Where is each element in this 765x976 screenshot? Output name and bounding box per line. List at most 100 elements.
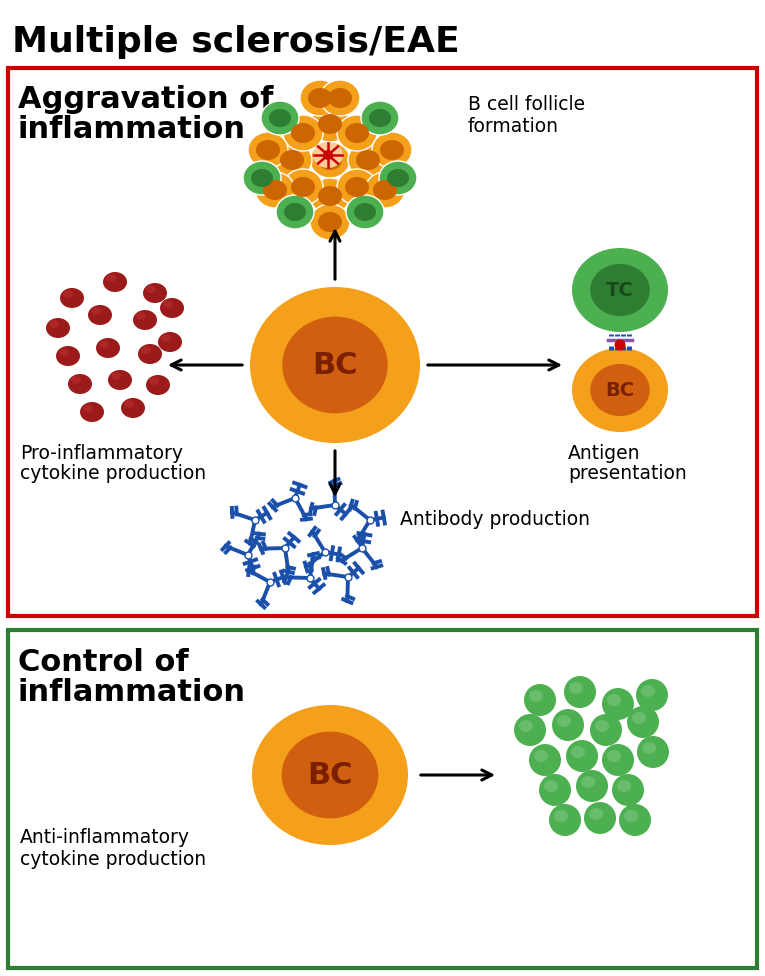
Circle shape (549, 804, 581, 836)
Ellipse shape (68, 374, 92, 394)
Text: B cell follicle: B cell follicle (468, 95, 585, 114)
Ellipse shape (544, 780, 558, 792)
Ellipse shape (243, 161, 281, 195)
Ellipse shape (252, 705, 408, 845)
Ellipse shape (83, 404, 93, 412)
Ellipse shape (589, 808, 603, 820)
Ellipse shape (272, 142, 312, 178)
Ellipse shape (607, 694, 621, 706)
Text: Multiple sclerosis/EAE: Multiple sclerosis/EAE (12, 25, 460, 59)
Ellipse shape (261, 101, 299, 135)
Ellipse shape (581, 776, 595, 788)
Ellipse shape (143, 283, 167, 303)
Ellipse shape (99, 340, 109, 348)
Ellipse shape (63, 290, 73, 298)
Ellipse shape (328, 88, 352, 108)
Ellipse shape (149, 377, 159, 385)
Circle shape (576, 770, 608, 802)
Ellipse shape (641, 685, 655, 697)
Text: inflammation: inflammation (18, 678, 246, 707)
Circle shape (590, 714, 622, 746)
Ellipse shape (276, 195, 314, 229)
Circle shape (602, 688, 634, 720)
Ellipse shape (642, 742, 656, 754)
Ellipse shape (320, 80, 360, 116)
Ellipse shape (591, 264, 649, 316)
Ellipse shape (250, 287, 420, 443)
Ellipse shape (591, 364, 649, 416)
Text: cytokine production: cytokine production (20, 850, 206, 869)
Ellipse shape (96, 338, 120, 358)
Ellipse shape (88, 305, 112, 325)
Ellipse shape (369, 109, 391, 127)
Ellipse shape (282, 316, 388, 414)
Ellipse shape (282, 732, 379, 819)
Ellipse shape (365, 172, 405, 208)
Ellipse shape (529, 690, 543, 702)
Text: Anti-inflammatory: Anti-inflammatory (20, 828, 190, 847)
Ellipse shape (348, 142, 388, 178)
Ellipse shape (158, 332, 182, 352)
Ellipse shape (380, 140, 404, 160)
Ellipse shape (146, 375, 170, 395)
Ellipse shape (519, 720, 533, 732)
Ellipse shape (337, 115, 377, 151)
Circle shape (584, 802, 616, 834)
Text: Antibody production: Antibody production (400, 510, 590, 529)
Ellipse shape (255, 172, 295, 208)
Ellipse shape (373, 180, 397, 200)
Ellipse shape (595, 720, 609, 732)
Text: Pro-inflammatory: Pro-inflammatory (20, 444, 183, 463)
Circle shape (637, 736, 669, 768)
Ellipse shape (59, 348, 69, 356)
Ellipse shape (607, 750, 621, 762)
Circle shape (524, 684, 556, 716)
Ellipse shape (387, 169, 409, 187)
Ellipse shape (318, 150, 342, 170)
Circle shape (602, 744, 634, 776)
Ellipse shape (361, 101, 399, 135)
Ellipse shape (572, 248, 668, 332)
Ellipse shape (263, 180, 287, 200)
Ellipse shape (313, 142, 343, 168)
Ellipse shape (345, 177, 369, 197)
Ellipse shape (554, 810, 568, 822)
Ellipse shape (624, 810, 638, 822)
Ellipse shape (80, 402, 104, 422)
Ellipse shape (318, 186, 342, 206)
Circle shape (552, 709, 584, 741)
Ellipse shape (379, 161, 417, 195)
Ellipse shape (310, 106, 350, 142)
Ellipse shape (136, 312, 146, 320)
Ellipse shape (124, 400, 134, 408)
Ellipse shape (146, 285, 156, 293)
Ellipse shape (345, 123, 369, 143)
Text: Antigen: Antigen (568, 444, 640, 463)
Text: inflammation: inflammation (18, 115, 246, 144)
Ellipse shape (138, 344, 162, 364)
Ellipse shape (163, 300, 173, 308)
Ellipse shape (106, 274, 116, 282)
Ellipse shape (291, 123, 315, 143)
Ellipse shape (372, 132, 412, 168)
Circle shape (614, 340, 626, 350)
Ellipse shape (534, 750, 548, 762)
Ellipse shape (160, 298, 184, 318)
Circle shape (619, 804, 651, 836)
Ellipse shape (91, 307, 101, 315)
Ellipse shape (121, 398, 145, 418)
Ellipse shape (356, 150, 380, 170)
Ellipse shape (300, 80, 340, 116)
Ellipse shape (557, 715, 571, 727)
Bar (8, 68, 757, 616)
Ellipse shape (251, 169, 273, 187)
Bar (8, 630, 757, 968)
Text: presentation: presentation (568, 464, 687, 483)
Ellipse shape (248, 132, 288, 168)
Ellipse shape (256, 140, 280, 160)
Ellipse shape (318, 212, 342, 232)
Ellipse shape (108, 370, 132, 390)
Ellipse shape (310, 142, 350, 178)
Ellipse shape (161, 334, 171, 342)
Text: Control of: Control of (18, 648, 189, 677)
